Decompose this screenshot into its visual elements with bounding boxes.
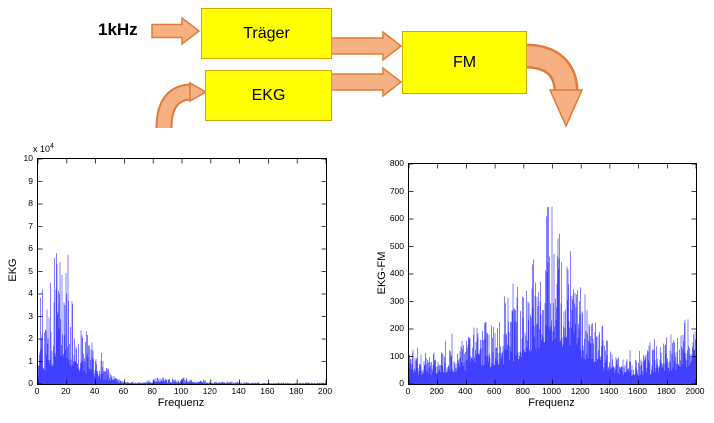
- arrow-1khz-to-traeger-icon: [151, 16, 201, 46]
- x-tick-label: 1200: [570, 386, 590, 396]
- x-tick-label: 0: [34, 386, 40, 396]
- y-tick-label: 9: [28, 175, 33, 186]
- y-tick-label: 0: [28, 378, 33, 388]
- x-axis-label: Frequenz: [157, 397, 205, 409]
- ekg-spectrum-chart: x 104 EKG Frequenz 0 20 40 60 80 100 120 140 160…: [0, 140, 340, 423]
- x-tick-label: 600: [487, 386, 502, 396]
- spectrum-canvas: [409, 164, 696, 384]
- y-tick-label: 800: [389, 158, 404, 168]
- x-tick-label: 160: [260, 386, 275, 396]
- y-tick-label: 5: [28, 265, 33, 276]
- x-tick-label: 40: [89, 386, 100, 396]
- plot-area: [37, 158, 327, 385]
- y-tick-label: 600: [389, 213, 404, 223]
- y-tick-label: 200: [389, 323, 404, 333]
- x-tick-label: 80: [147, 386, 157, 396]
- x-tick-label: 1800: [656, 386, 676, 396]
- y-tick-label: 100: [389, 350, 404, 361]
- y-tick-label: 0: [399, 378, 404, 388]
- arrow-into-ekg-icon: [155, 81, 208, 129]
- x-tick-label: 60: [118, 386, 129, 396]
- spectrum-canvas: [38, 159, 326, 384]
- x-tick-label: 400: [458, 386, 473, 396]
- x-tick-label: 1000: [542, 386, 561, 396]
- x-tick-label: 120: [202, 386, 217, 396]
- x-tick-label: 20: [61, 386, 71, 396]
- x-tick-label: 180: [289, 386, 304, 396]
- y-tick-label: 700: [389, 185, 404, 196]
- x-tick-label: 800: [515, 386, 530, 396]
- y-tick-label: 6: [28, 243, 33, 253]
- ekg-fm-spectrum-chart: EKG-FM Frequenz 0 200 400 600 800 1000 1200 140…: [370, 140, 714, 423]
- scale-exp: 4: [50, 143, 54, 150]
- x-tick-label: 200: [317, 386, 333, 396]
- x-axis-label: Frequenz: [528, 397, 575, 409]
- y-tick-label: 500: [389, 240, 404, 251]
- x-tick-label: 0: [405, 386, 411, 396]
- y-tick-label: 7: [28, 220, 33, 231]
- block-ekg: EKG: [205, 70, 332, 121]
- y-tick-label: 2: [28, 333, 33, 343]
- x-tick-label: 140: [231, 386, 246, 396]
- block-traeger: Träger: [201, 8, 332, 59]
- x-tick-label: 1600: [628, 386, 648, 396]
- input-frequency-label: 1kHz: [98, 20, 138, 39]
- block-diagram: 1kHz Träger EKG FM: [0, 0, 714, 150]
- y-tick-label: 3: [28, 310, 33, 321]
- block-fm-label: FM: [452, 53, 477, 71]
- y-tick-label: 8: [28, 198, 33, 208]
- x-tick-label: 100: [173, 386, 189, 396]
- plot-area: [408, 163, 697, 385]
- arrow-ekg-to-fm-icon: [330, 66, 403, 98]
- arrows-layer: [151, 16, 584, 129]
- arrow-traeger-to-fm-icon: [330, 30, 403, 62]
- y-tick-label: 300: [389, 295, 404, 306]
- scale-base: x 10: [33, 144, 51, 154]
- block-fm: FM: [402, 31, 527, 94]
- x-tick-label: 2000: [685, 386, 705, 396]
- y-axis-scale-label: x 104: [33, 143, 54, 154]
- x-tick-label: 200: [429, 386, 444, 396]
- y-tick-label: 10: [23, 153, 33, 163]
- y-tick-label: 400: [389, 268, 404, 278]
- y-tick-label: 4: [28, 288, 33, 298]
- block-traeger-label: Träger: [243, 24, 290, 42]
- y-tick-label: 1: [28, 355, 33, 366]
- arrow-fm-output-icon: [524, 43, 584, 128]
- block-ekg-label: EKG: [251, 86, 286, 104]
- x-tick-label: 1400: [599, 386, 619, 396]
